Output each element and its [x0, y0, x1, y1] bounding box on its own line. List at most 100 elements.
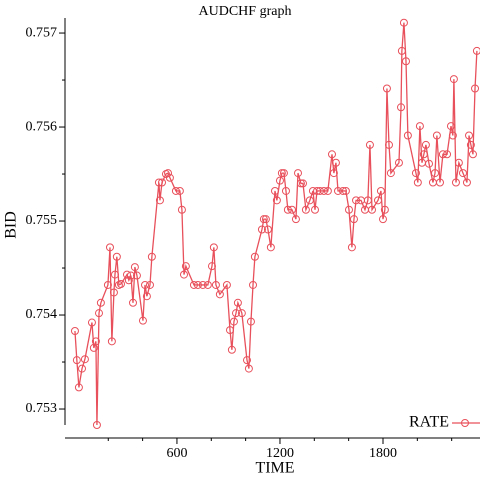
- point: [263, 225, 272, 234]
- point: [462, 178, 471, 187]
- line: [74, 22, 478, 426]
- y-axis-label: BID: [3, 211, 20, 239]
- point: [145, 280, 154, 289]
- point: [341, 186, 350, 195]
- point: [94, 309, 103, 318]
- point: [261, 215, 270, 224]
- chart-title: AUDCHF graph: [199, 4, 292, 19]
- point: [155, 196, 164, 205]
- point: [438, 150, 447, 159]
- point: [74, 383, 83, 392]
- point: [466, 140, 475, 149]
- point: [413, 178, 422, 187]
- point: [301, 205, 310, 214]
- point: [334, 186, 343, 195]
- point: [72, 356, 81, 365]
- point: [365, 140, 374, 149]
- point: [277, 169, 286, 178]
- point: [222, 280, 231, 289]
- point: [296, 179, 305, 188]
- point: [107, 337, 116, 346]
- point: [279, 169, 288, 178]
- point: [70, 327, 79, 336]
- point: [237, 309, 246, 318]
- point: [315, 186, 324, 195]
- point: [419, 150, 428, 159]
- x-tick-label: 1800: [369, 446, 397, 461]
- point: [158, 178, 167, 187]
- point: [435, 178, 444, 187]
- point: [142, 292, 151, 301]
- point: [293, 169, 302, 178]
- point: [376, 186, 385, 195]
- point: [374, 196, 383, 205]
- point: [287, 205, 296, 214]
- point: [291, 215, 300, 224]
- point: [380, 205, 389, 214]
- point: [122, 270, 131, 279]
- point: [397, 103, 406, 112]
- point: [368, 205, 377, 214]
- point: [141, 280, 150, 289]
- point: [401, 57, 410, 66]
- legend-marker: [461, 419, 469, 427]
- point: [105, 243, 114, 252]
- point: [399, 18, 408, 27]
- point: [215, 290, 224, 299]
- point: [189, 280, 198, 289]
- point: [229, 317, 238, 326]
- point: [96, 298, 105, 307]
- point: [471, 84, 480, 93]
- point: [249, 280, 258, 289]
- point: [468, 150, 477, 159]
- point: [207, 262, 216, 271]
- point: [257, 225, 266, 234]
- point: [443, 150, 452, 159]
- point: [175, 186, 184, 195]
- point: [259, 215, 268, 224]
- point: [103, 280, 112, 289]
- point: [403, 131, 412, 140]
- point: [344, 205, 353, 214]
- point: [109, 288, 118, 297]
- point: [446, 122, 455, 131]
- point: [352, 196, 361, 205]
- x-tick-label: 600: [166, 446, 187, 461]
- point: [329, 169, 338, 178]
- point: [421, 140, 430, 149]
- point: [77, 364, 86, 373]
- point: [87, 318, 96, 327]
- point: [193, 280, 202, 289]
- point: [448, 131, 457, 140]
- point: [327, 150, 336, 159]
- point: [110, 270, 119, 279]
- point: [275, 176, 284, 185]
- point: [331, 158, 340, 167]
- y-tick-label: 0.756: [26, 119, 58, 134]
- point: [177, 205, 186, 214]
- point: [226, 326, 235, 335]
- point: [179, 270, 188, 279]
- point: [130, 263, 139, 272]
- y-tick-label: 0.753: [26, 401, 58, 416]
- legend-label: RATE: [409, 414, 449, 431]
- point: [138, 316, 147, 325]
- point: [227, 345, 236, 354]
- point: [454, 158, 463, 167]
- point: [449, 75, 458, 84]
- point: [305, 196, 314, 205]
- point: [250, 252, 259, 261]
- point: [164, 169, 173, 178]
- point: [394, 158, 403, 167]
- point: [126, 271, 135, 280]
- point: [378, 215, 387, 224]
- point: [124, 276, 133, 285]
- point: [154, 178, 163, 187]
- point: [283, 205, 292, 214]
- point: [80, 355, 89, 364]
- point: [209, 243, 218, 252]
- point: [349, 215, 358, 224]
- point: [384, 140, 393, 149]
- point: [386, 169, 395, 178]
